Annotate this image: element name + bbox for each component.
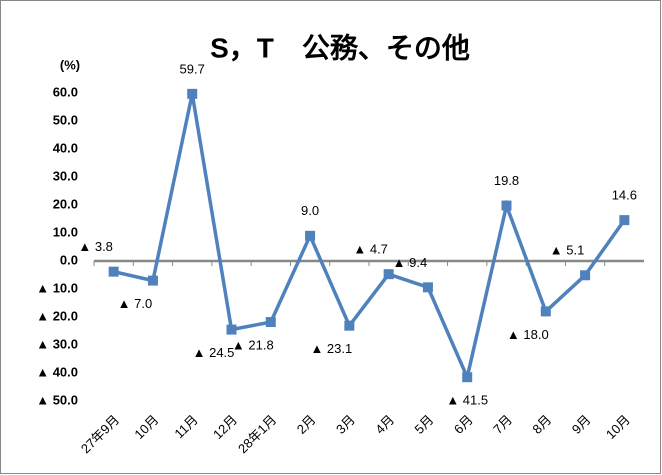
data-label: ▲ 41.5 <box>446 393 488 408</box>
data-label: ▲ 9.4 <box>393 255 428 270</box>
y-tick-label: ▲ 10.0 <box>36 280 78 295</box>
data-point <box>226 324 237 335</box>
chart-title: S，T 公務、その他 <box>210 32 470 63</box>
data-point <box>501 200 512 211</box>
y-tick-label: 10.0 <box>53 224 78 239</box>
y-tick-label: ▲ 30.0 <box>36 336 78 351</box>
data-point <box>540 306 551 317</box>
data-label: 14.6 <box>612 188 637 203</box>
data-label: 9.0 <box>301 203 319 218</box>
y-tick-label: ▲ 40.0 <box>36 364 78 379</box>
data-label: ▲ 24.5 <box>193 345 235 360</box>
data-label: 59.7 <box>180 61 205 76</box>
data-point <box>383 269 394 280</box>
data-point <box>344 320 355 331</box>
data-point <box>265 317 276 328</box>
data-point <box>147 275 158 286</box>
y-tick-label: 20.0 <box>53 196 78 211</box>
y-tick-label: ▲ 50.0 <box>36 392 78 407</box>
data-point <box>187 88 198 99</box>
y-tick-label: ▲ 20.0 <box>36 308 78 323</box>
data-line <box>113 93 626 383</box>
data-label: ▲ 5.1 <box>550 243 585 258</box>
data-point <box>580 270 591 281</box>
data-point <box>108 266 119 277</box>
data-label: ▲ 21.8 <box>232 337 274 352</box>
data-label: 19.8 <box>494 173 519 188</box>
data-label: ▲ 4.7 <box>353 242 388 257</box>
data-point <box>422 282 433 293</box>
y-tick-label: 40.0 <box>53 140 78 155</box>
data-label: ▲ 3.8 <box>78 239 113 254</box>
data-point <box>619 215 630 226</box>
data-point <box>462 372 473 383</box>
data-point <box>305 230 316 241</box>
y-tick-label: 50.0 <box>53 112 78 127</box>
data-label: ▲ 23.1 <box>310 341 352 356</box>
data-label: ▲ 7.0 <box>118 296 153 311</box>
data-label: ▲ 18.0 <box>507 327 549 342</box>
y-tick-label: 30.0 <box>53 168 78 183</box>
y-tick-label: 60.0 <box>53 84 78 99</box>
y-tick-label: 0.0 <box>60 252 78 267</box>
y-axis-label: (%) <box>60 57 80 72</box>
